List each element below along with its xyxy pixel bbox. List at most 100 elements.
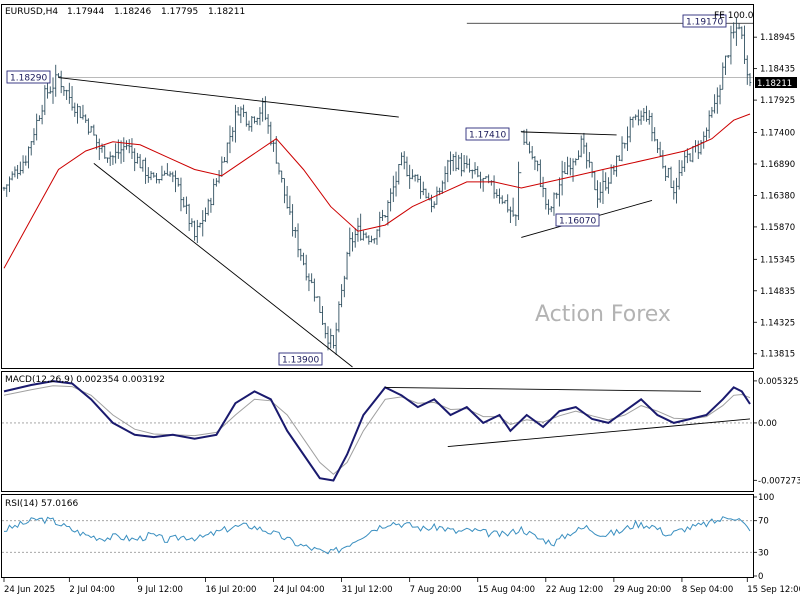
ohlc-open: 1.17944 <box>67 7 104 17</box>
price-bar <box>639 110 643 125</box>
price-bar <box>688 153 692 162</box>
price-bar <box>705 127 708 141</box>
macd-panel-frame <box>1 371 754 492</box>
price-bar <box>558 177 561 207</box>
price-y-tick-label: 1.18945 <box>760 33 795 43</box>
price-bar <box>716 87 719 114</box>
price-bar <box>593 171 597 191</box>
price-bar <box>596 180 599 208</box>
price-y-tick-label: 1.16890 <box>760 160 795 170</box>
price-bar <box>389 188 392 212</box>
price-bar <box>743 25 746 64</box>
price-y-tick-label: 1.14325 <box>760 318 795 328</box>
price-y-tick-label: 1.17400 <box>760 129 795 139</box>
price-annotation: 1.16070 <box>555 213 600 227</box>
price-bar <box>182 196 185 208</box>
price-bar <box>683 150 686 172</box>
price-bar <box>46 82 49 99</box>
x-tick-label: 24 Jul 04:00 <box>274 585 325 595</box>
price-bar <box>726 55 730 59</box>
price-bar <box>2 186 6 191</box>
price-bar <box>745 55 749 85</box>
price-bar <box>571 158 575 182</box>
price-bar <box>40 104 44 125</box>
price-bar <box>503 200 507 204</box>
price-bar <box>560 160 564 196</box>
price-annotation: 1.18290 <box>6 70 51 84</box>
ohlc-close: 1.18211 <box>208 7 245 17</box>
x-tick-label: 22 Aug 12:00 <box>546 585 603 595</box>
macd-y-tick-label: 0.005325 <box>758 377 799 387</box>
price-bar <box>59 70 63 94</box>
price-bar <box>528 141 531 154</box>
x-tick-label: 31 Jul 12:00 <box>342 585 393 595</box>
price-bar <box>729 25 733 65</box>
price-bar <box>87 118 90 135</box>
price-bar <box>122 137 126 163</box>
price-bar <box>375 229 379 245</box>
price-bar <box>492 175 496 199</box>
price-bar <box>667 167 670 178</box>
price-bar <box>209 197 213 213</box>
price-bar <box>130 138 134 159</box>
price-bar <box>196 219 199 244</box>
price-bar <box>253 116 256 124</box>
price-bar <box>566 156 569 175</box>
price-bar <box>386 200 390 226</box>
price-bar <box>313 278 316 302</box>
price-bar <box>204 207 207 222</box>
price-bar <box>411 169 414 180</box>
price-bar <box>264 96 267 121</box>
price-y-tick-label: 1.13815 <box>760 350 795 360</box>
macd-trendline-2 <box>447 418 751 448</box>
price-bar <box>193 220 196 241</box>
price-bar <box>563 162 567 174</box>
annotation-label: 1.13900 <box>282 356 319 366</box>
price-bar <box>370 235 373 243</box>
price-bar <box>618 155 621 161</box>
price-bar <box>19 161 22 176</box>
price-bar <box>359 213 362 241</box>
x-tick-label: 15 Aug 04:00 <box>478 585 535 595</box>
price-bar <box>356 217 360 242</box>
watermark: Action Forex <box>535 302 671 327</box>
annotation-label: 1.16070 <box>559 217 596 227</box>
price-bar <box>174 170 177 193</box>
x-tick-label: 9 Jul 12:00 <box>137 585 183 595</box>
price-bar <box>653 127 657 142</box>
price-bar <box>525 128 529 145</box>
price-bar <box>8 176 11 193</box>
price-y-tick-label: 1.16380 <box>760 191 795 201</box>
price-bar <box>367 235 371 245</box>
annotation-label: 1.19170 <box>686 18 723 28</box>
price-bar <box>539 159 542 188</box>
price-bar <box>547 199 550 215</box>
price-bar <box>294 227 297 238</box>
price-bar <box>569 157 572 176</box>
price-bar <box>16 164 19 179</box>
price-bar <box>144 157 147 184</box>
price-bar <box>234 104 237 143</box>
price-bar <box>57 73 60 78</box>
price-bar <box>291 204 294 237</box>
price-bar <box>449 151 452 175</box>
price-bar <box>168 171 172 177</box>
price-bar <box>498 188 501 204</box>
price-bar <box>187 203 191 232</box>
macd-y-tick-label: -0.007273 <box>758 476 800 486</box>
price-bar <box>473 162 477 175</box>
price-bar <box>185 196 188 214</box>
annotation-label: 1.17410 <box>469 131 506 141</box>
price-bar <box>672 180 676 200</box>
price-bar <box>111 155 115 165</box>
price-bar <box>484 176 488 179</box>
price-bar <box>677 159 681 190</box>
price-bar <box>574 158 578 166</box>
price-bar <box>748 73 752 87</box>
price-bar <box>76 103 79 124</box>
price-bar <box>119 140 123 164</box>
price-bar <box>65 89 68 100</box>
price-bar <box>582 132 586 154</box>
price-bar <box>206 198 210 216</box>
